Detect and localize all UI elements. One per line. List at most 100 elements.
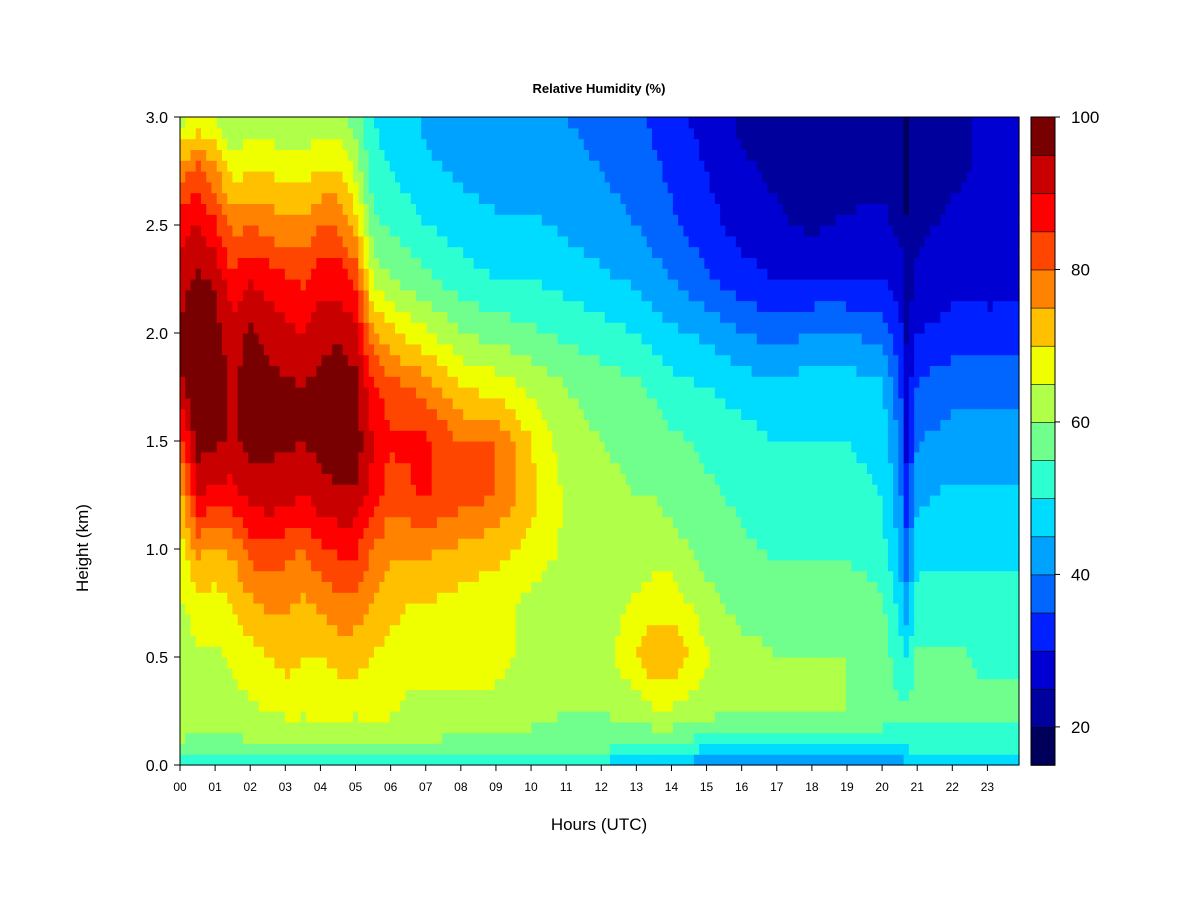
heatmap-cell (447, 570, 454, 582)
heatmap-cell (478, 441, 485, 453)
heatmap-cell (589, 678, 595, 690)
heatmap-cell (295, 657, 302, 669)
heatmap-cell (478, 678, 485, 690)
heatmap-cell (248, 397, 255, 410)
heatmap-cell (421, 592, 428, 604)
heatmap-cell (436, 322, 443, 334)
heatmap-cell (400, 754, 407, 766)
heatmap-cell (180, 235, 186, 248)
heatmap-cell (232, 387, 239, 399)
heatmap-cell (295, 678, 302, 690)
heatmap-cell (573, 754, 580, 766)
heatmap-cell (489, 138, 496, 150)
heatmap-cell (452, 171, 459, 183)
heatmap-cell (520, 268, 527, 280)
heatmap-cell (185, 538, 192, 550)
heatmap-cell (478, 149, 485, 161)
heatmap-cell (442, 279, 449, 291)
heatmap-cell (473, 171, 480, 183)
heatmap-cell (510, 711, 517, 723)
heatmap-cell (389, 505, 396, 518)
heatmap-cell (442, 603, 449, 615)
heatmap-cell (609, 322, 616, 334)
heatmap-cell (394, 743, 401, 755)
heatmap-cell (389, 613, 396, 626)
heatmap-cell (463, 657, 469, 669)
heatmap-cell (547, 473, 553, 485)
heatmap-cell (536, 516, 543, 528)
heatmap-cell (415, 473, 422, 485)
heatmap-cell (211, 657, 218, 669)
heatmap-cell (568, 300, 574, 312)
heatmap-cell (185, 171, 192, 183)
heatmap-cell (604, 117, 611, 129)
heatmap-cell (494, 376, 501, 388)
heatmap-cell (321, 160, 328, 172)
heatmap-cell (258, 549, 265, 561)
heatmap-cell (573, 451, 580, 464)
heatmap-cell (609, 527, 616, 539)
heatmap-cell (342, 667, 349, 680)
heatmap-cell (494, 257, 501, 269)
heatmap-cell (200, 441, 207, 453)
heatmap-cell (347, 343, 354, 356)
heatmap-cell (536, 225, 543, 237)
heatmap-cell (426, 289, 433, 302)
heatmap-cell (615, 711, 622, 723)
heatmap-cell (594, 505, 601, 518)
heatmap-cell (484, 430, 490, 442)
heatmap-cell (499, 538, 506, 550)
heatmap-cell (279, 246, 286, 258)
heatmap-cell (436, 203, 443, 215)
heatmap-cell (578, 192, 585, 204)
heatmap-cell (484, 441, 490, 453)
heatmap-cell (195, 192, 202, 204)
heatmap-cell (531, 138, 538, 150)
heatmap-cell (368, 289, 375, 302)
heatmap-cell (342, 559, 349, 572)
heatmap-cell (258, 235, 265, 248)
heatmap-cell (284, 646, 291, 658)
heatmap-cell (347, 743, 354, 755)
heatmap-cell (384, 538, 391, 550)
heatmap-cell (536, 581, 543, 593)
heatmap-cell (505, 181, 511, 194)
heatmap-cell (206, 657, 213, 669)
heatmap-cell (594, 246, 601, 258)
heatmap-cell (379, 322, 386, 334)
heatmap-cell (253, 203, 260, 215)
heatmap-cell (489, 419, 496, 431)
heatmap-cell (200, 624, 207, 636)
heatmap-cell (468, 354, 475, 366)
heatmap-cell (284, 279, 291, 291)
heatmap-cell (541, 689, 548, 701)
heatmap-cell (494, 127, 501, 140)
heatmap-cell (190, 149, 197, 161)
heatmap-cell (447, 397, 454, 410)
heatmap-cell (379, 376, 386, 388)
heatmap-cell (279, 365, 286, 377)
heatmap-cell (200, 127, 207, 140)
heatmap-cell (484, 689, 490, 701)
heatmap-cell (211, 311, 218, 323)
heatmap-cell (295, 149, 302, 161)
heatmap-cell (484, 570, 490, 582)
heatmap-cell (227, 700, 234, 712)
heatmap-cell (206, 635, 213, 647)
heatmap-cell (531, 559, 538, 572)
heatmap-cell (337, 365, 344, 377)
heatmap-cell (599, 581, 606, 593)
heatmap-cell (410, 268, 417, 280)
heatmap-cell (457, 214, 464, 226)
heatmap-cell (253, 484, 260, 496)
heatmap-cell (332, 246, 338, 258)
heatmap-cell (353, 160, 359, 172)
heatmap-cell (552, 397, 559, 410)
heatmap-cell (562, 581, 569, 593)
heatmap-cell (505, 192, 511, 204)
heatmap-cell (604, 354, 611, 366)
heatmap-cell (568, 613, 574, 626)
heatmap-cell (295, 181, 302, 194)
heatmap-cell (363, 613, 370, 626)
heatmap-cell (589, 149, 595, 161)
